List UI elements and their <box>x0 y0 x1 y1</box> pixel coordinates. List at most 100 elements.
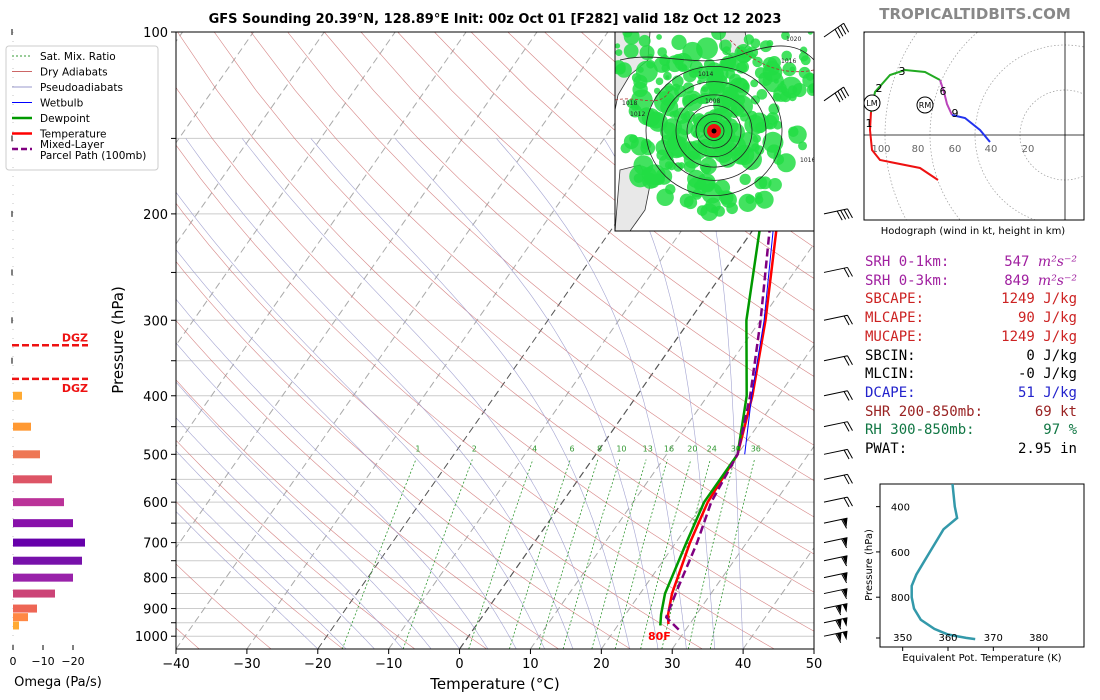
map-isobar <box>675 94 753 168</box>
index-label: SHR 200-850mb: <box>865 403 984 420</box>
precip-cell <box>710 72 715 77</box>
legend: Sat. Mix. Ratio Dry Adiabats Pseudoadiabat… <box>5 45 159 171</box>
theta-e-x-tick-label: 370 <box>984 633 1003 644</box>
hodo-trace <box>939 79 953 116</box>
dgz-label: DGZ <box>62 331 88 344</box>
pseudoadiabat <box>176 417 404 649</box>
precip-cell <box>698 146 706 154</box>
map-isobar-label: 1020 <box>786 36 801 43</box>
mixing-ratio-line <box>341 459 417 649</box>
precip-cell <box>656 34 662 40</box>
precip-cell <box>689 60 703 74</box>
precip-cell <box>792 82 807 98</box>
map-isobar <box>661 81 767 181</box>
storm-motion-marker <box>916 96 934 114</box>
y-tick-label: 600 <box>143 496 168 511</box>
precip-cell <box>640 140 656 156</box>
theta-e-y-tick-label: 600 <box>891 548 910 559</box>
precip-cell <box>711 206 718 214</box>
skewt-frame <box>175 31 815 650</box>
pseudoadiabat <box>603 138 716 649</box>
precip-cell <box>692 113 706 127</box>
precip-cell <box>664 161 673 170</box>
index-row: SRH 0-3km: 849 m²s⁻² <box>865 273 1085 291</box>
index-value: 90 J/kg <box>1017 310 1077 327</box>
legend-label: Dry Adiabats <box>40 67 108 79</box>
precip-cell <box>781 50 792 62</box>
index-value: 97 % <box>1043 422 1077 439</box>
precip-cell <box>781 32 790 40</box>
precip-cell <box>623 32 640 45</box>
precip-cell <box>768 178 782 192</box>
y-tick-label: 900 <box>143 603 168 618</box>
x-tick-label: 20 <box>593 657 610 672</box>
pseudoadiabat <box>176 450 375 649</box>
index-label: PWAT: <box>865 441 908 457</box>
map-isobar-label: 1014 <box>698 71 713 78</box>
precip-cell <box>746 46 759 59</box>
omega-bar <box>13 613 28 622</box>
isotherm <box>246 32 680 649</box>
index-unit: m²s⁻² <box>1037 272 1077 289</box>
mixing-ratio-line <box>562 459 621 649</box>
precip-cell <box>742 82 750 90</box>
precip-cell <box>696 94 707 105</box>
precip-cell <box>756 89 768 100</box>
dry-adiabat <box>176 144 775 649</box>
hodo-trace <box>868 111 939 181</box>
legend-label: Sat. Mix. Ratio <box>40 51 116 63</box>
theta-e-x-tick-label: 350 <box>893 633 912 644</box>
index-label: DCAPE: <box>865 384 916 401</box>
precip-cell <box>653 87 661 95</box>
index-row: SBCAPE: 1249 J/kg <box>865 291 1085 309</box>
mixing-ratio-line <box>614 459 668 649</box>
precip-cell <box>754 195 764 204</box>
omega-bar <box>13 604 37 613</box>
mixing-ratio-label: 4 <box>532 444 537 453</box>
omega-bar <box>13 498 64 507</box>
y-tick-label: 200 <box>143 208 168 223</box>
hodo-height-label: 2 <box>876 82 883 95</box>
precip-cell <box>681 64 688 71</box>
wind-barb <box>823 555 848 567</box>
mixing-ratio-label: 6 <box>570 444 575 453</box>
x-tick-label: −30 <box>233 657 260 672</box>
omega-bar <box>13 391 22 400</box>
precip-cell <box>683 195 698 210</box>
wind-barb <box>823 314 853 326</box>
precip-cell <box>671 34 687 51</box>
legend-label: Pseudoadiabats <box>40 82 123 94</box>
index-row: SHR 200-850mb: 69 kt <box>865 404 1085 422</box>
isotherm <box>671 445 814 649</box>
mixing-ratio-line <box>538 459 599 649</box>
index-row: SBCIN: 0 J/kg <box>865 348 1085 366</box>
dry-adiabat <box>176 379 487 649</box>
omega-bar <box>13 475 52 484</box>
precip-cell <box>615 49 623 57</box>
precip-cell <box>758 71 773 87</box>
pseudoadiabat <box>176 510 319 649</box>
dry-adiabat <box>176 563 272 649</box>
mixing-ratio-label: 10 <box>616 444 626 453</box>
mixing-ratio-label: 2 <box>472 444 477 453</box>
index-label: SBCIN: <box>865 347 916 364</box>
precip-cell <box>706 69 722 85</box>
precip-cell <box>788 126 799 137</box>
precip-cell <box>773 78 779 84</box>
y-tick-label: 400 <box>143 390 168 405</box>
pseudoadiabat <box>176 298 489 649</box>
precip-cell <box>637 107 656 126</box>
x-tick-label: 50 <box>806 657 823 672</box>
map-isobar <box>645 66 783 196</box>
precip-cell <box>738 193 757 212</box>
index-label: SRH 0-1km: <box>865 254 950 270</box>
theta-e-y-tick-label: 800 <box>891 593 910 604</box>
dry-adiabat <box>176 86 814 632</box>
precip-cell <box>628 104 642 118</box>
precip-cell <box>682 95 695 107</box>
precip-cell <box>653 57 670 73</box>
y-tick-label: 1000 <box>135 630 168 645</box>
index-row: RH 300-850mb: 97 % <box>865 422 1085 440</box>
mixing-ratio-label: 16 <box>664 444 674 453</box>
